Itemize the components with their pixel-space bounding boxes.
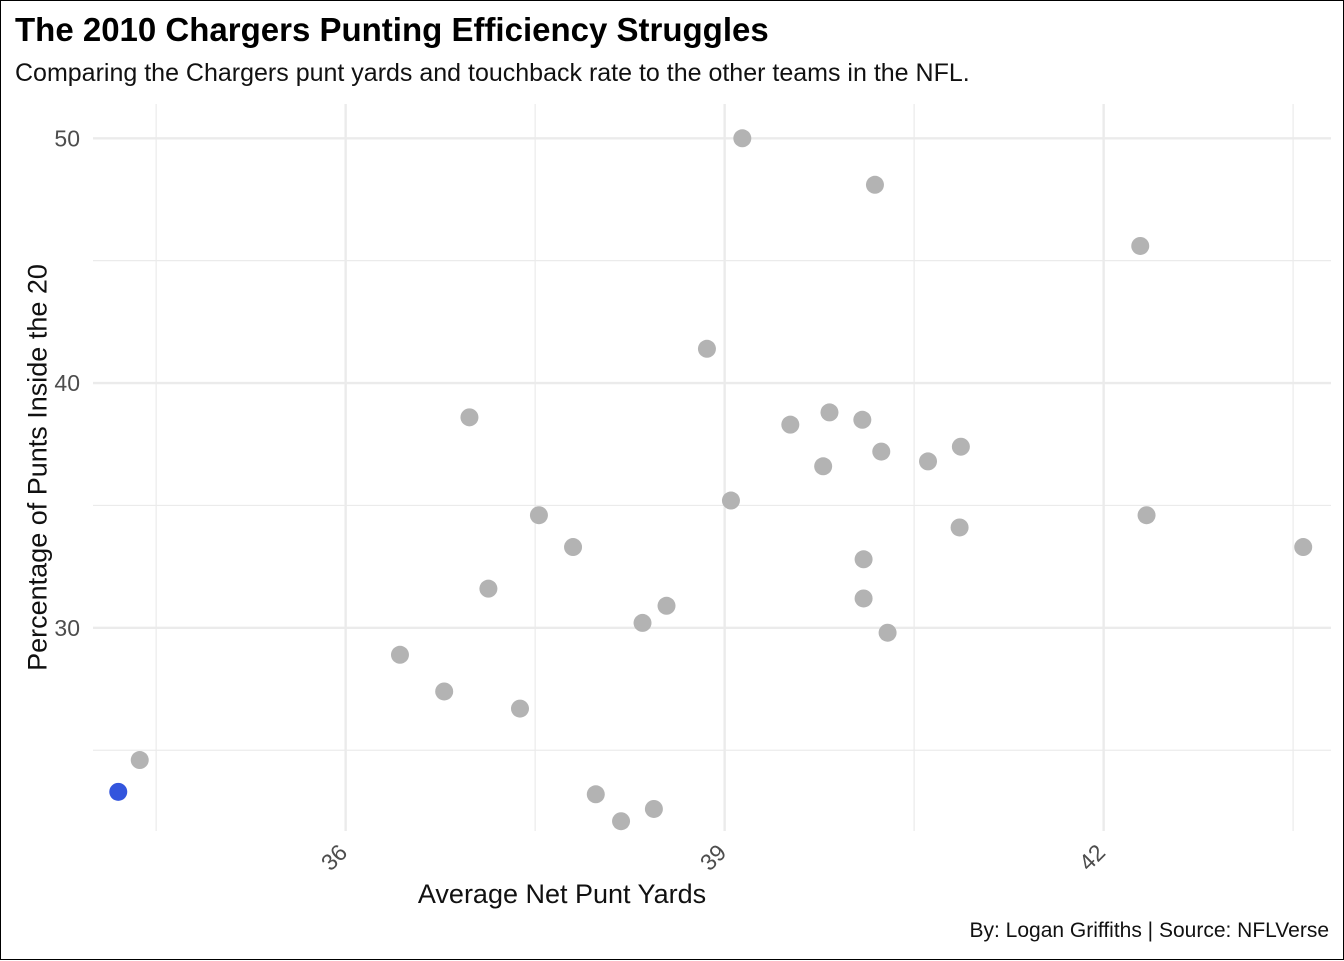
- grid-lines: [93, 104, 1331, 831]
- chart-caption: By: Logan Griffiths | Source: NFLVerse: [969, 919, 1329, 942]
- x-tick-label: 36: [316, 839, 352, 875]
- x-axis-title: Average Net Punt Yards: [418, 879, 706, 909]
- team-point: [1137, 506, 1156, 525]
- y-tick-label: 30: [54, 615, 80, 641]
- team-point: [919, 452, 938, 471]
- chargers-point: [109, 782, 128, 801]
- team-point: [697, 339, 716, 358]
- team-point: [529, 506, 548, 525]
- team-point: [390, 645, 409, 664]
- chart-title: The 2010 Chargers Punting Efficiency Str…: [15, 11, 769, 48]
- team-point: [479, 579, 498, 598]
- team-point: [950, 518, 969, 537]
- team-point: [510, 699, 529, 718]
- team-point: [865, 175, 884, 194]
- team-point: [612, 812, 631, 831]
- team-point: [657, 596, 676, 615]
- team-point: [721, 491, 740, 510]
- team-point: [820, 403, 839, 422]
- data-points: [109, 129, 1313, 831]
- team-point: [854, 589, 873, 608]
- y-axis-title: Percentage of Punts Inside the 20: [22, 264, 52, 671]
- team-point: [733, 129, 752, 148]
- team-point: [781, 415, 800, 434]
- team-point: [854, 550, 873, 569]
- team-point: [644, 799, 663, 818]
- team-point: [853, 410, 872, 429]
- x-tick-label: 42: [1074, 839, 1110, 875]
- team-point: [564, 538, 583, 557]
- tick-labels: 36 39 42 30 40 50: [54, 125, 1110, 875]
- y-tick-label: 50: [54, 125, 80, 151]
- team-point: [460, 408, 479, 427]
- team-point: [435, 682, 454, 701]
- team-point: [1294, 538, 1313, 557]
- team-point: [1131, 236, 1150, 255]
- team-point: [633, 613, 652, 632]
- team-point: [878, 623, 897, 642]
- team-point: [130, 751, 149, 770]
- y-tick-label: 40: [54, 370, 80, 396]
- team-point: [951, 437, 970, 456]
- team-point: [872, 442, 891, 461]
- chart-subtitle: Comparing the Chargers punt yards and to…: [15, 59, 970, 87]
- team-point: [814, 457, 833, 476]
- team-point: [586, 785, 605, 804]
- x-tick-label: 39: [695, 839, 731, 875]
